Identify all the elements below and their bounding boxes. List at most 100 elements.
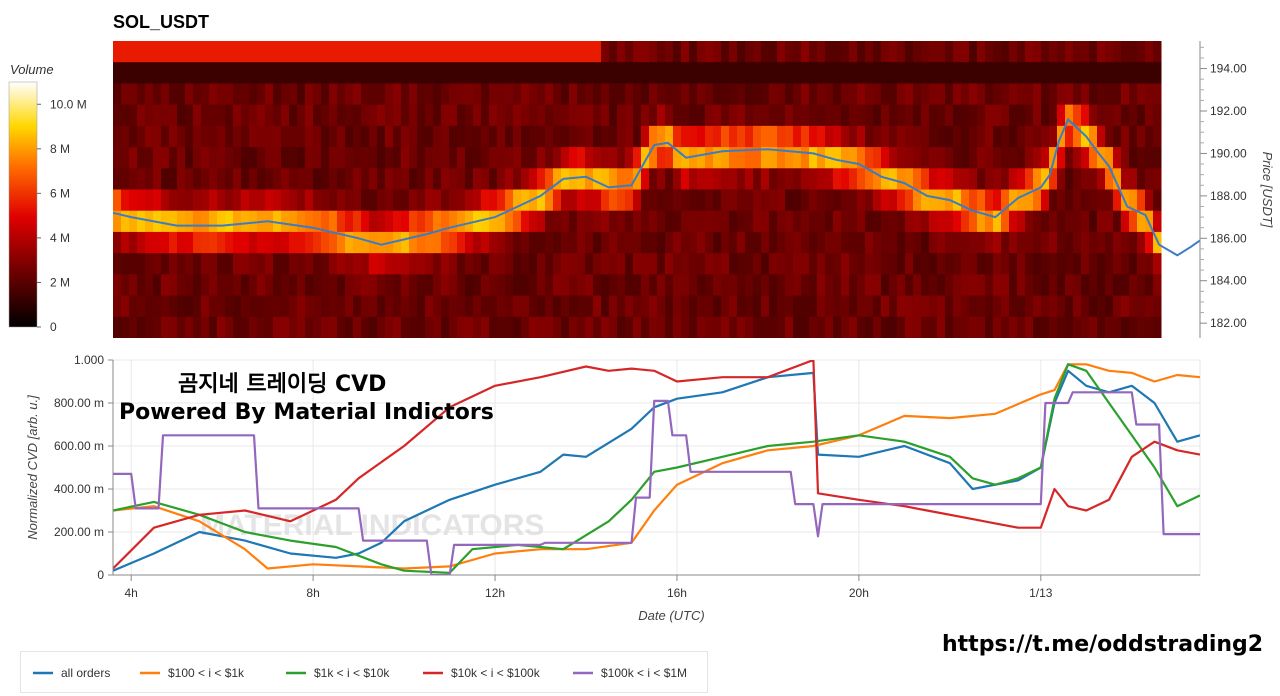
heatmap-cell (1017, 168, 1026, 190)
telegram-link[interactable]: https://t.me/oddstrading2 (942, 632, 1264, 657)
heatmap-cell (321, 168, 330, 190)
heatmap-cell (169, 210, 178, 233)
heatmap-cell (409, 189, 418, 212)
heatmap-cell (785, 210, 794, 233)
heatmap-cell (233, 62, 242, 84)
heatmap-cell (993, 147, 1002, 169)
heatmap-cell (969, 274, 978, 297)
heatmap-cell (993, 62, 1002, 84)
heatmap-cell (401, 147, 410, 169)
heatmap-cell (593, 168, 602, 190)
heatmap-cell (1129, 274, 1138, 297)
heatmap-cell (785, 168, 794, 190)
heatmap-cell (305, 274, 314, 297)
heatmap-cell (473, 253, 482, 275)
heatmap-cell (449, 62, 458, 84)
heatmap-cell (753, 189, 762, 212)
heatmap-cell (409, 41, 418, 63)
heatmap-cell (961, 295, 970, 318)
heatmap-cell (993, 104, 1002, 127)
heatmap-cell (425, 83, 434, 106)
cvd-series-line (113, 363, 1200, 575)
heatmap-cell (129, 274, 138, 297)
heatmap-cell (777, 316, 786, 338)
heatmap-cell (929, 231, 938, 254)
heatmap-cell (993, 274, 1002, 297)
heatmap-cell (1049, 295, 1058, 318)
heatmap-cell (945, 231, 954, 254)
heatmap-cell (953, 41, 962, 63)
heatmap-cell (673, 147, 682, 169)
heatmap-cell (465, 210, 474, 233)
heatmap-cell (121, 274, 130, 297)
heatmap-cell (537, 41, 546, 63)
heatmap-cell (441, 231, 450, 254)
cvd-series-line (113, 369, 1200, 572)
heatmap-cell (1121, 168, 1130, 190)
heatmap-cell (273, 210, 282, 233)
heatmap-cell (961, 104, 970, 127)
heatmap-cell (649, 62, 658, 84)
heatmap-cell (241, 168, 250, 190)
heatmap-cell (857, 62, 866, 84)
heatmap-cell (241, 62, 250, 84)
heatmap-cell (561, 62, 570, 84)
heatmap-cell (665, 316, 674, 338)
heatmap-cell (1145, 253, 1154, 275)
heatmap-cell (961, 274, 970, 297)
heatmap-cell (817, 274, 826, 297)
heatmap-cell (153, 83, 162, 106)
cvd-x-tick-label: 8h (306, 586, 319, 600)
heatmap-cell (289, 62, 298, 84)
heatmap-cell (265, 231, 274, 254)
heatmap-cell (121, 316, 130, 338)
heatmap-cell (273, 231, 282, 254)
heatmap-cell (769, 41, 778, 63)
heatmap-cell (737, 316, 746, 338)
heatmap-cell (849, 83, 858, 106)
heatmap-cell (161, 189, 170, 212)
heatmap-cell (849, 147, 858, 169)
heatmap-cell (521, 295, 530, 318)
heatmap-cell (369, 189, 378, 212)
heatmap-cell (905, 231, 914, 254)
heatmap-cell (489, 295, 498, 318)
heatmap-cell (329, 189, 338, 212)
heatmap-cell (457, 231, 466, 254)
heatmap-cell (113, 104, 122, 127)
heatmap-cell (1001, 253, 1010, 275)
heatmap-cell (1121, 104, 1130, 127)
heatmap-cell (793, 125, 802, 148)
heatmap-cell (529, 168, 538, 190)
heatmap-cell (481, 274, 490, 297)
heatmap-cell (985, 104, 994, 127)
heatmap-cell (705, 41, 714, 63)
heatmap-cell (721, 104, 730, 127)
heatmap-cell (177, 295, 186, 318)
heatmap-cell (353, 125, 362, 148)
heatmap-cell (353, 295, 362, 318)
heatmap-cell (681, 83, 690, 106)
heatmap-cell (361, 316, 370, 338)
heatmap-cell (817, 41, 826, 63)
heatmap-cell (177, 210, 186, 233)
heatmap-cell (1041, 104, 1050, 127)
heatmap-cell (129, 41, 138, 63)
heatmap-cell (233, 316, 242, 338)
heatmap-cell (681, 274, 690, 297)
heatmap-cell (1009, 189, 1018, 212)
heatmap-cell (457, 168, 466, 190)
heatmap-cell (1065, 316, 1074, 338)
heatmap-cell (329, 295, 338, 318)
heatmap-cell (113, 62, 122, 84)
heatmap-cell (145, 168, 154, 190)
heatmap-cell (833, 274, 842, 297)
heatmap-cell (1009, 316, 1018, 338)
heatmap-cell (1129, 168, 1138, 190)
heatmap-cell (353, 83, 362, 106)
colorbar: 02 M4 M6 M8 M10.0 M (8, 81, 87, 334)
heatmap-cell (985, 274, 994, 297)
heatmap-cell (505, 62, 514, 84)
heatmap-cell (657, 168, 666, 190)
heatmap-cell (777, 104, 786, 127)
